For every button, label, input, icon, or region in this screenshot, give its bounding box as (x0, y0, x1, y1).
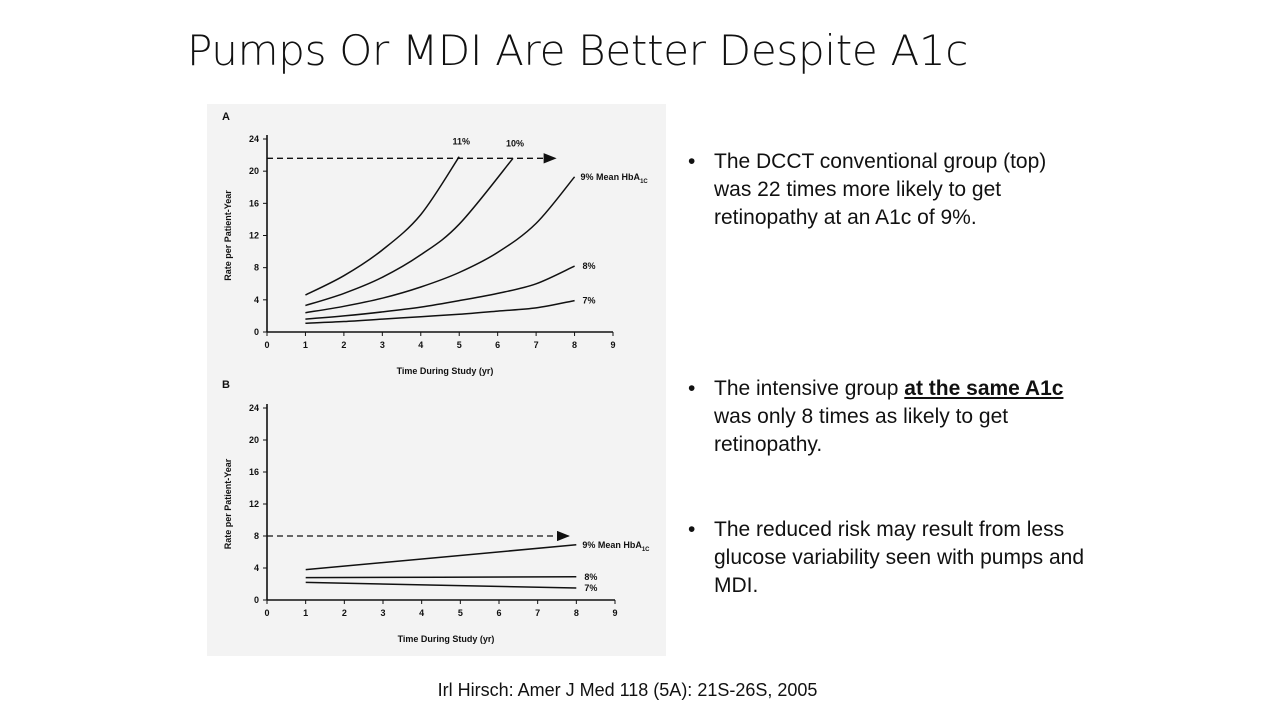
series-line-8pct (305, 265, 575, 320)
x-tick-label: 0 (264, 608, 269, 618)
y-tick-label: 16 (249, 467, 259, 477)
citation: Irl Hirsch: Amer J Med 118 (5A): 21S-26S… (437, 680, 818, 700)
subscript: 1C (640, 179, 648, 185)
series-label-mean-hba1c: 9% Mean HbA1C (581, 172, 649, 185)
series-line-10pct (305, 157, 514, 307)
series-label: 7% (584, 583, 597, 593)
x-tick-label: 9 (610, 340, 615, 350)
series-label: 10% (506, 138, 524, 148)
y-tick-label: 12 (249, 231, 259, 241)
x-tick-label: 6 (495, 340, 500, 350)
y-tick-label: 0 (254, 595, 259, 605)
bullet-emphasis: at the same A1c (904, 377, 1064, 400)
x-axis-label: Time During Study (yr) (397, 366, 494, 376)
slide-title: Pumps Or MDI Are Better Despite A1c (187, 26, 969, 75)
x-tick-label: 2 (341, 340, 346, 350)
bullet-dot: • (688, 377, 696, 400)
x-tick-label: 7 (535, 608, 540, 618)
x-axis-label: Time During Study (yr) (398, 634, 495, 644)
bullet-dot: • (688, 518, 696, 541)
y-tick-label: 8 (254, 263, 259, 273)
y-tick-label: 20 (249, 435, 259, 445)
bullet-text: The intensive group at the same A1c was … (714, 375, 1088, 459)
y-tick-label: 16 (249, 198, 259, 208)
bullet-item: • The intensive group at the same A1c wa… (688, 375, 1088, 459)
bullet-text-part: was only 8 times as likely to get retino… (714, 405, 1009, 456)
series-line-7pct (305, 581, 577, 589)
y-tick-label: 20 (249, 166, 259, 176)
series-line-11pct (305, 156, 460, 296)
x-tick-label: 8 (572, 340, 577, 350)
series-label: 11% (452, 137, 470, 147)
bullet-text-part: The reduced risk may result from less gl… (714, 518, 1085, 597)
bullet-item: • The DCCT conventional group (top) was … (688, 148, 1088, 232)
x-tick-label: 4 (419, 608, 424, 618)
x-tick-label: 4 (418, 340, 423, 350)
y-tick-label: 4 (254, 563, 259, 573)
bullet-text: The reduced risk may result from less gl… (714, 516, 1088, 600)
series-line-9pct (305, 544, 577, 571)
y-tick-label: 24 (249, 403, 259, 413)
x-tick-label: 3 (380, 340, 385, 350)
y-axis-label: Rate per Patient-Year (223, 458, 233, 549)
y-tick-label: 24 (249, 134, 259, 144)
x-tick-label: 6 (496, 608, 501, 618)
x-tick-label: 1 (303, 340, 308, 350)
x-tick-label: 8 (574, 608, 579, 618)
series-label: 7% (583, 296, 596, 306)
x-tick-label: 2 (342, 608, 347, 618)
x-tick-label: 7 (534, 340, 539, 350)
panel-label: A (222, 111, 230, 123)
series-line-8pct (305, 576, 577, 579)
bullet-item: • The reduced risk may result from less … (688, 516, 1088, 600)
x-tick-label: 9 (612, 608, 617, 618)
bullet-text-part: The intensive group (714, 377, 905, 400)
series-line-9pct (305, 176, 576, 314)
panel-label: B (222, 379, 230, 391)
series-label-mean-hba1c: 9% Mean HbA1C (582, 540, 650, 553)
y-axis-label: Rate per Patient-Year (223, 190, 233, 281)
series-line-7pct (305, 299, 575, 324)
series-label: 8% (583, 261, 596, 271)
x-tick-label: 5 (457, 340, 462, 350)
bullet-text: The DCCT conventional group (top) was 22… (714, 148, 1088, 232)
x-tick-label: 3 (380, 608, 385, 618)
series-label: 8% (584, 572, 597, 582)
figure-retinopathy-rates: A 0 1 2 3 4 5 6 7 8 9 0 4 8 12 16 20 24 Time During Study … (207, 104, 666, 656)
x-tick-label: 5 (458, 608, 463, 618)
y-tick-label: 12 (249, 499, 259, 509)
y-tick-label: 0 (254, 327, 259, 337)
x-tick-label: 1 (303, 608, 308, 618)
x-tick-label: 0 (264, 340, 269, 350)
bullet-dot: • (688, 150, 696, 173)
y-tick-label: 4 (254, 295, 259, 305)
bullet-text-part: The DCCT conventional group (top) was 22… (714, 150, 1047, 229)
y-tick-label: 8 (254, 531, 259, 541)
subscript: 1C (642, 547, 650, 553)
